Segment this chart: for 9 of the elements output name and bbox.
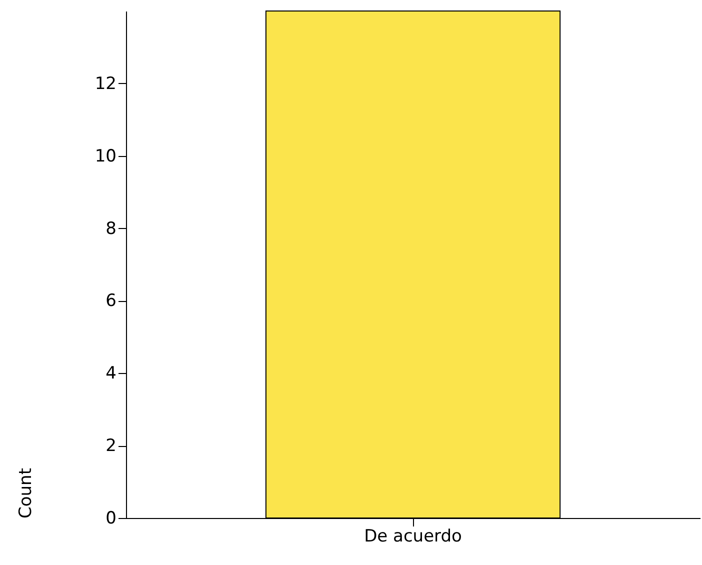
y-axis-title: Count bbox=[16, 468, 36, 518]
y-tick-label: 6 bbox=[106, 291, 116, 312]
y-tick-label: 10 bbox=[94, 146, 116, 166]
y-tick-label: 4 bbox=[106, 364, 116, 384]
y-tick-label: 8 bbox=[106, 218, 116, 239]
y-tick-label: 2 bbox=[106, 436, 116, 456]
y-tick-label: 12 bbox=[94, 74, 116, 94]
x-tick-label: De acuerdo bbox=[364, 526, 462, 546]
y-tick-label: 0 bbox=[106, 508, 116, 528]
